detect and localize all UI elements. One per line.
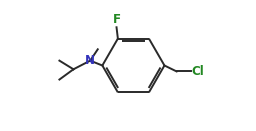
Text: F: F — [113, 13, 121, 26]
Text: N: N — [85, 54, 95, 67]
Text: Cl: Cl — [192, 65, 205, 78]
